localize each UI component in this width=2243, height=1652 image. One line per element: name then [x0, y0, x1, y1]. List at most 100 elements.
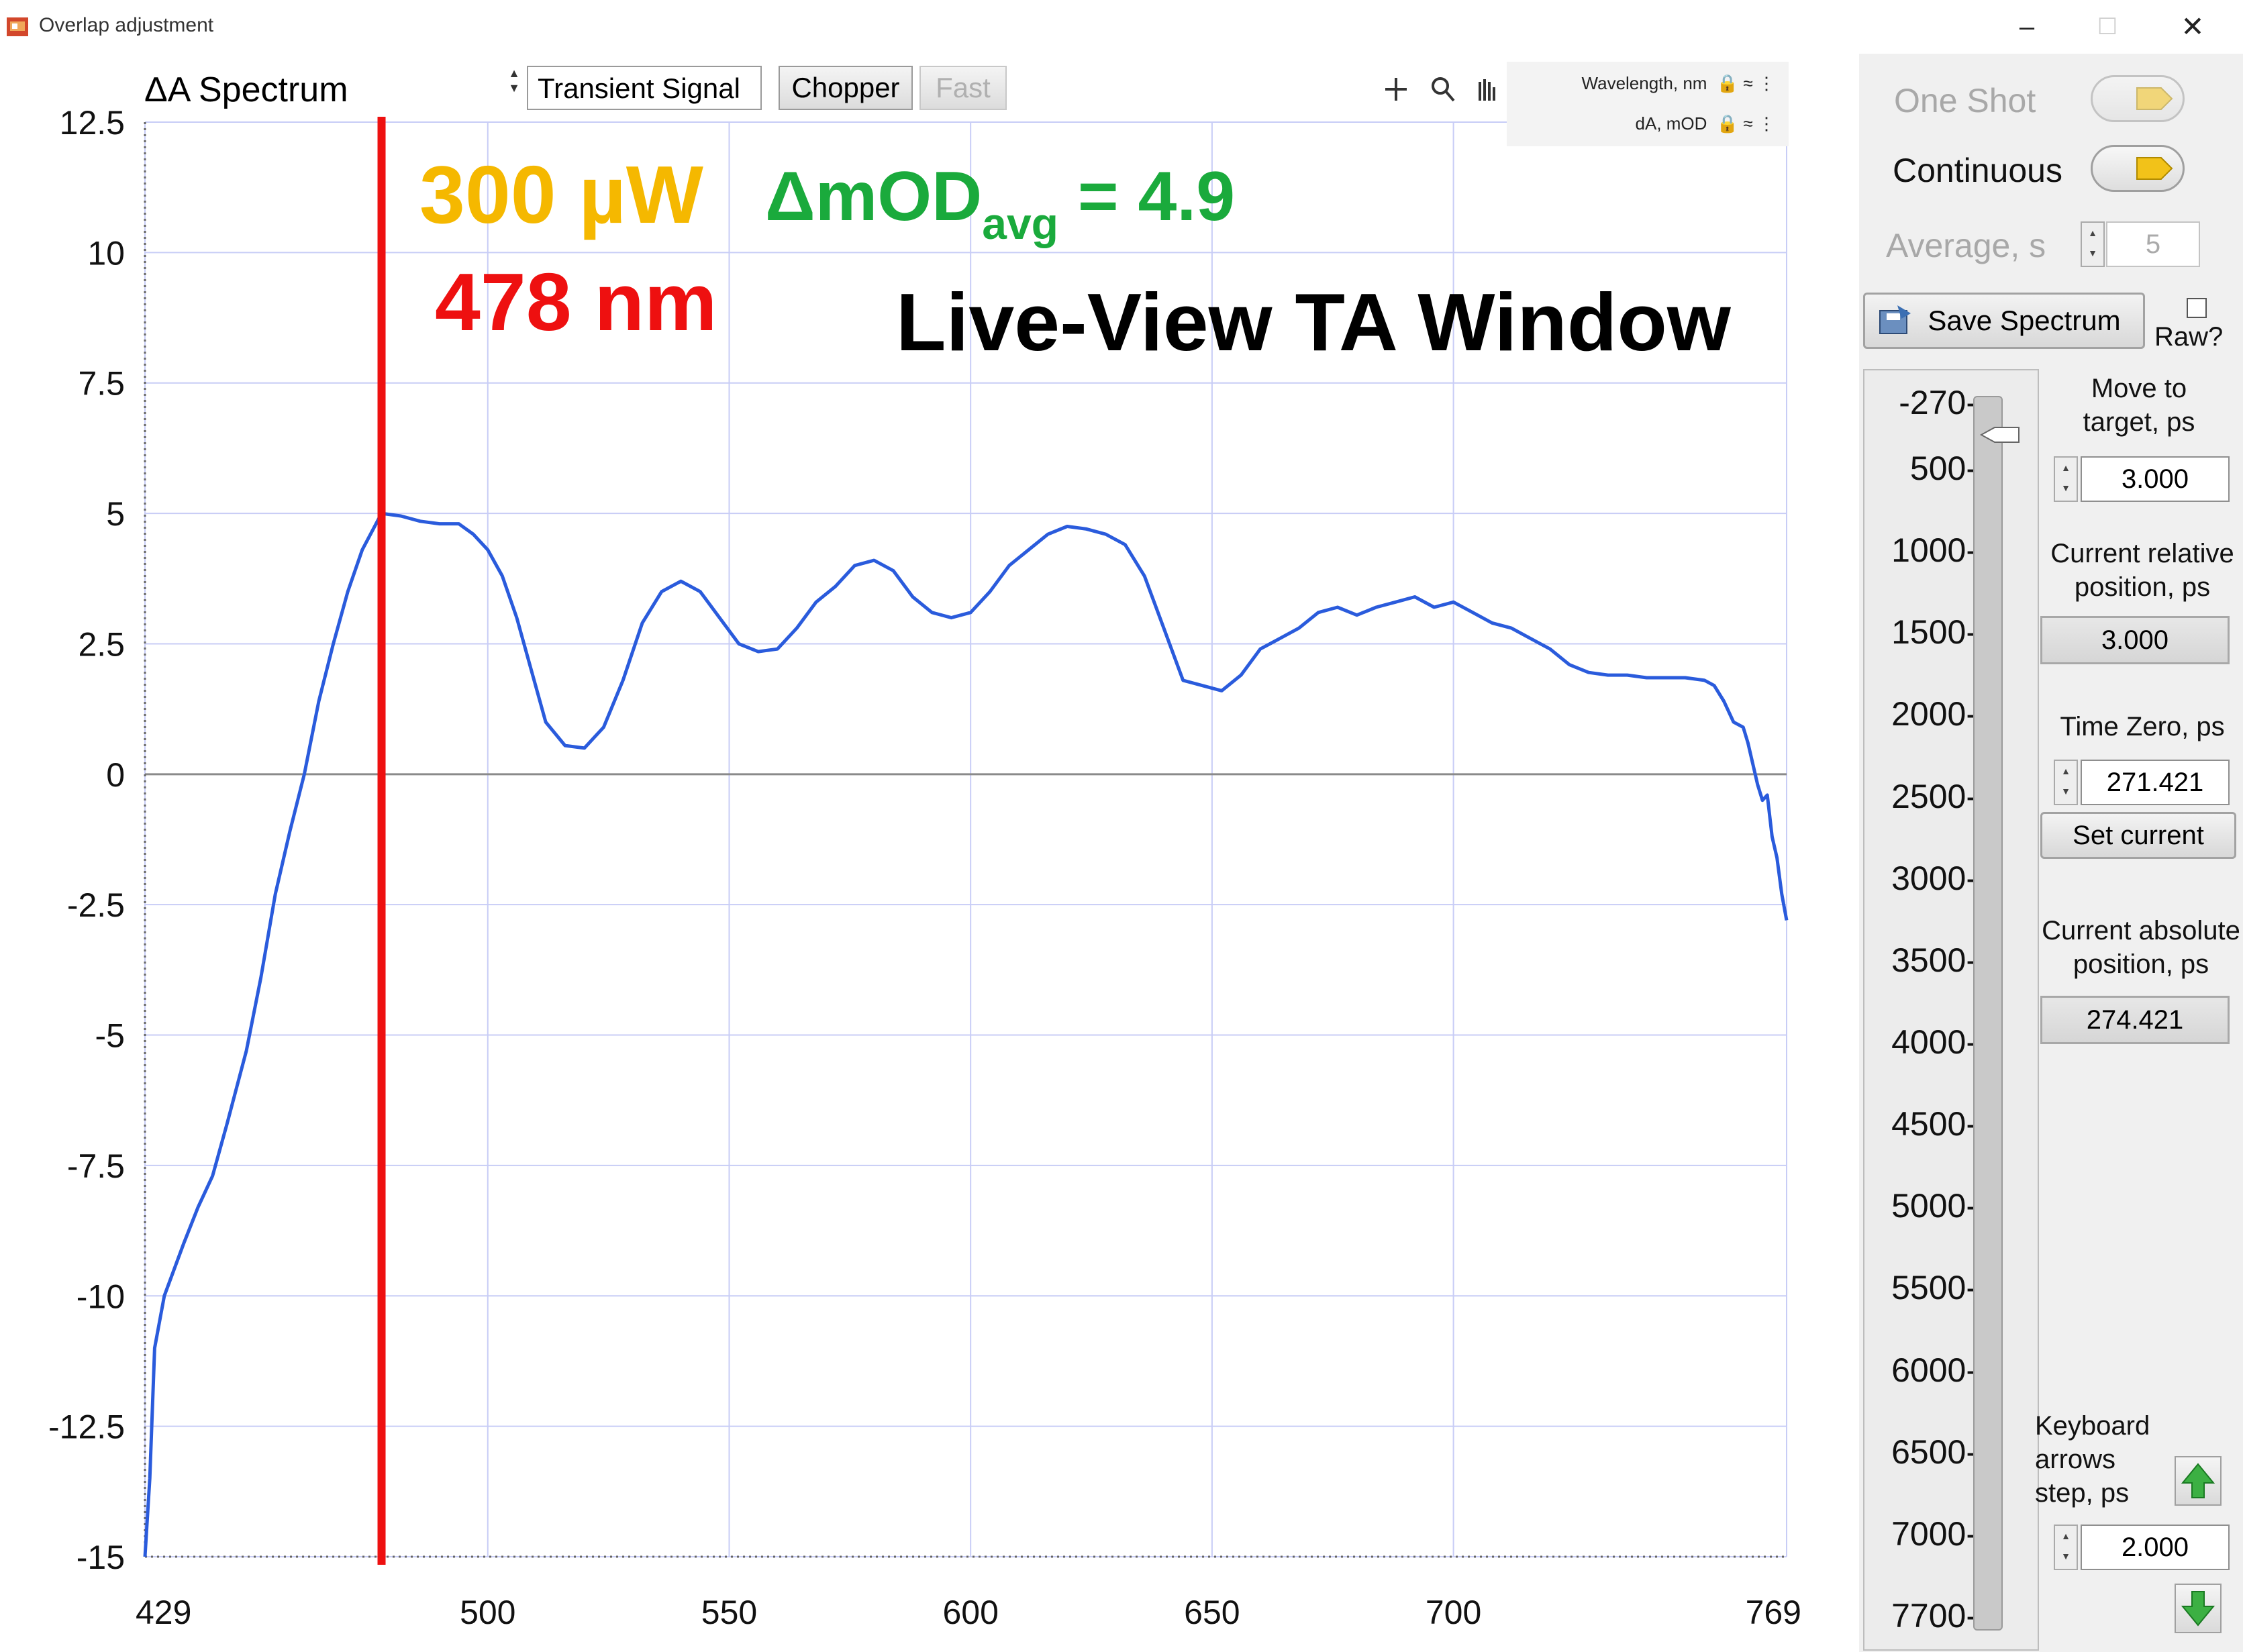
x-tick-label: 550 [701, 1594, 757, 1631]
raw-checkbox[interactable] [2187, 298, 2207, 318]
move-to-target-spinner[interactable]: ▲ ▼ [2054, 456, 2078, 502]
live-view-annotation: Live-View TA Window [896, 276, 1731, 368]
continuous-toggle[interactable] [2091, 145, 2185, 192]
x-tick-label: 600 [942, 1594, 998, 1631]
time-zero-spinner[interactable]: ▲ ▼ [2054, 760, 2078, 805]
arrow-up-icon [2181, 1463, 2215, 1498]
delay-scale-tick: 4500- [1891, 1105, 1977, 1143]
average-spinner[interactable]: ▲ ▼ [2081, 221, 2105, 267]
play-icon [2136, 87, 2173, 110]
keyboard-step-label: Keyboard arrows step, ps [2035, 1411, 2150, 1508]
average-field[interactable]: 5 [2106, 221, 2200, 267]
y-tick-label: 12.5 [60, 104, 125, 142]
one-shot-label: One Shot [1894, 82, 2036, 119]
move-to-target-label: Move to target, ps [2083, 374, 2195, 437]
x-tick-label: 429 [136, 1594, 191, 1631]
window-title: Overlap adjustment [39, 14, 214, 36]
y-tick-label: 5 [106, 495, 125, 533]
save-icon [1879, 305, 1911, 334]
chopper-button[interactable]: Chopper [779, 66, 913, 110]
lock-icon: 🔒 ≈ ⋮ [1711, 113, 1775, 134]
delay-scale-tick: 3500- [1891, 941, 1977, 979]
minimize-button[interactable]: – [2019, 12, 2035, 42]
title-bar: Overlap adjustment – ☐ ✕ [0, 0, 2243, 54]
zoom-icon [1432, 77, 1455, 102]
spectrum-title: ΔA Spectrum [144, 70, 348, 109]
power-annotation: 300 µW [419, 149, 703, 240]
step-up-button[interactable] [2175, 1456, 2222, 1506]
time-zero-field[interactable]: 271.421 [2081, 760, 2230, 805]
delay-scale-tick: 1000- [1891, 531, 1977, 570]
arrow-down-icon [2181, 1591, 2215, 1627]
y-tick-label: 10 [87, 234, 125, 272]
delay-scale-tick: 1500- [1891, 613, 1977, 652]
graph-tools[interactable] [1383, 72, 1503, 106]
y-tick-label: -7.5 [67, 1147, 125, 1185]
delay-scale-tick: 2000- [1891, 695, 1977, 733]
delay-scale-tick: 7700- [1891, 1597, 1977, 1635]
delay-scale-tick: 7000- [1891, 1514, 1977, 1553]
pan-hand-icon [1479, 79, 1495, 101]
delay-slider-thumb[interactable] [1980, 426, 2020, 444]
continuous-label: Continuous [1893, 152, 2062, 189]
cursor-row-wavelength[interactable]: Wavelength, nm 🔒 ≈ ⋮ [1582, 71, 1775, 95]
delay-scale: -270- 500- 1000- 1500- 2000- 2500- 3000- 3500- 4… [1859, 369, 2007, 1651]
lock-icon: 🔒 ≈ ⋮ [1711, 73, 1775, 93]
one-shot-toggle[interactable] [2091, 75, 2185, 122]
signal-select[interactable]: Transient Signal [527, 66, 762, 110]
cursor-row-da[interactable]: dA, mOD 🔒 ≈ ⋮ [1636, 111, 1775, 136]
y-tick-label: 7.5 [78, 365, 125, 403]
y-tick-label: -15 [77, 1539, 125, 1576]
y-tick-label: -2.5 [67, 886, 125, 924]
raw-label: Raw? [2154, 322, 2224, 352]
close-button[interactable]: ✕ [2181, 11, 2205, 42]
play-icon [2136, 157, 2173, 180]
y-tick-label: -10 [77, 1278, 125, 1315]
current-absolute-label: Current absolute position, ps [2042, 916, 2240, 979]
plot-panel: 12.5 10 7.5 5 2.5 0 -2.5 -5 -7.5 -10 -12.5 -15 429 50… [0, 54, 1859, 1652]
delay-scale-tick: 2500- [1891, 777, 1977, 815]
cursor-da-label: dA, mOD [1635, 113, 1707, 134]
delay-scale-tick: 3000- [1891, 859, 1977, 897]
current-absolute-field: 274.421 [2040, 996, 2230, 1044]
spectrum-line [143, 511, 1789, 1557]
cursor-legend: Wavelength, nm 🔒 ≈ ⋮ dA, mOD 🔒 ≈ ⋮ [1507, 62, 1789, 146]
current-relative-field: 3.000 [2040, 616, 2230, 664]
x-tick-label: 700 [1426, 1594, 1481, 1631]
cursor-wavelength-label: Wavelength, nm [1581, 73, 1707, 93]
signal-spinner[interactable]: ▲ ▼ [508, 66, 520, 95]
wavelength-annotation: 478 nm [435, 256, 717, 348]
delay-scale-tick: 5000- [1891, 1187, 1977, 1225]
y-tick-label: -5 [95, 1017, 125, 1055]
set-current-button[interactable]: Set current [2040, 812, 2236, 859]
fast-button[interactable]: Fast [919, 66, 1007, 110]
save-spectrum-label: Save Spectrum [1928, 305, 2121, 336]
time-zero-label: Time Zero, ps [2060, 712, 2225, 741]
delay-scale-tick: 6000- [1891, 1351, 1977, 1389]
crosshair-icon [1385, 78, 1407, 101]
x-tick-label: 769 [1746, 1594, 1801, 1631]
keyboard-step-spinner[interactable]: ▲ ▼ [2054, 1525, 2078, 1570]
app-icon [7, 17, 28, 36]
delay-scale-tick: 4000- [1891, 1023, 1977, 1061]
maximize-button[interactable]: ☐ [2097, 14, 2118, 40]
y-tick-label: 0 [106, 756, 125, 794]
x-tick-label: 650 [1184, 1594, 1240, 1631]
x-tick-label: 500 [460, 1594, 515, 1631]
control-panel: One Shot Continuous Average, s ▲ ▼ 5 Save… [1859, 54, 2243, 1652]
delay-slider-track[interactable] [1973, 396, 2003, 1631]
delay-scale-tick: 6500- [1891, 1433, 1977, 1471]
delay-scale-tick: -270- [1899, 384, 1977, 421]
keyboard-step-field[interactable]: 2.000 [2081, 1525, 2230, 1570]
y-tick-label: 2.5 [78, 625, 125, 663]
step-down-button[interactable] [2175, 1584, 2222, 1633]
save-spectrum-button[interactable]: Save Spectrum [1863, 293, 2145, 349]
current-relative-label: Current relative position, ps [2050, 539, 2234, 602]
delay-scale-panel [1863, 369, 2039, 1651]
y-tick-label: -12.5 [48, 1408, 125, 1446]
delay-scale-tick: 5500- [1891, 1269, 1977, 1307]
delay-scale-tick: 500- [1909, 450, 1977, 487]
mod-avg-annotation: ΔmODavg = 4.9 [765, 158, 1236, 248]
average-label: Average, s [1886, 227, 2046, 264]
move-to-target-field[interactable]: 3.000 [2081, 456, 2230, 502]
